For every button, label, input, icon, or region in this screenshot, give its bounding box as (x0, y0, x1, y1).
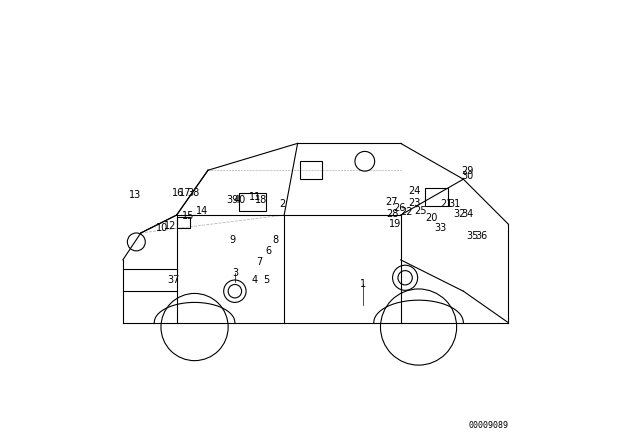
Text: 1: 1 (360, 280, 365, 289)
Text: 9: 9 (230, 235, 236, 245)
Text: 23: 23 (408, 198, 420, 208)
Text: 28: 28 (387, 209, 399, 219)
Text: 17: 17 (179, 188, 192, 198)
Text: 33: 33 (434, 224, 446, 233)
Text: 21: 21 (440, 199, 453, 209)
Text: 11: 11 (249, 192, 261, 202)
Bar (300, 161, 323, 179)
Text: 22: 22 (400, 207, 413, 217)
Text: 37: 37 (167, 275, 179, 285)
Bar (177, 217, 190, 228)
Text: 15: 15 (182, 211, 194, 221)
Text: 16: 16 (172, 188, 184, 198)
Text: 31: 31 (448, 199, 461, 209)
Text: 38: 38 (187, 188, 199, 198)
Text: 19: 19 (389, 219, 401, 229)
Text: 36: 36 (475, 231, 488, 241)
Text: 6: 6 (266, 246, 271, 256)
Text: 39: 39 (227, 195, 239, 205)
Text: 10: 10 (156, 224, 168, 233)
Bar (239, 193, 266, 211)
Text: 30: 30 (461, 171, 474, 181)
Text: 3: 3 (232, 268, 238, 278)
Text: 7: 7 (257, 257, 262, 267)
Text: 00009089: 00009089 (468, 421, 508, 430)
Text: 20: 20 (425, 213, 437, 223)
Text: 26: 26 (393, 203, 406, 213)
Text: 4: 4 (252, 275, 258, 285)
Text: 14: 14 (196, 207, 208, 216)
Text: 5: 5 (263, 275, 269, 285)
Text: 34: 34 (461, 209, 474, 219)
Text: 12: 12 (164, 221, 176, 231)
Text: 8: 8 (272, 235, 278, 245)
Text: 2: 2 (279, 199, 285, 209)
Text: 25: 25 (415, 207, 427, 216)
Bar (425, 188, 448, 206)
Text: 27: 27 (385, 198, 398, 207)
Text: 13: 13 (129, 190, 141, 200)
Text: 24: 24 (408, 186, 420, 196)
Text: 40: 40 (233, 195, 246, 205)
Text: 18: 18 (255, 195, 267, 205)
Text: 35: 35 (466, 231, 479, 241)
Text: 32: 32 (454, 209, 466, 219)
Text: 29: 29 (461, 166, 474, 176)
